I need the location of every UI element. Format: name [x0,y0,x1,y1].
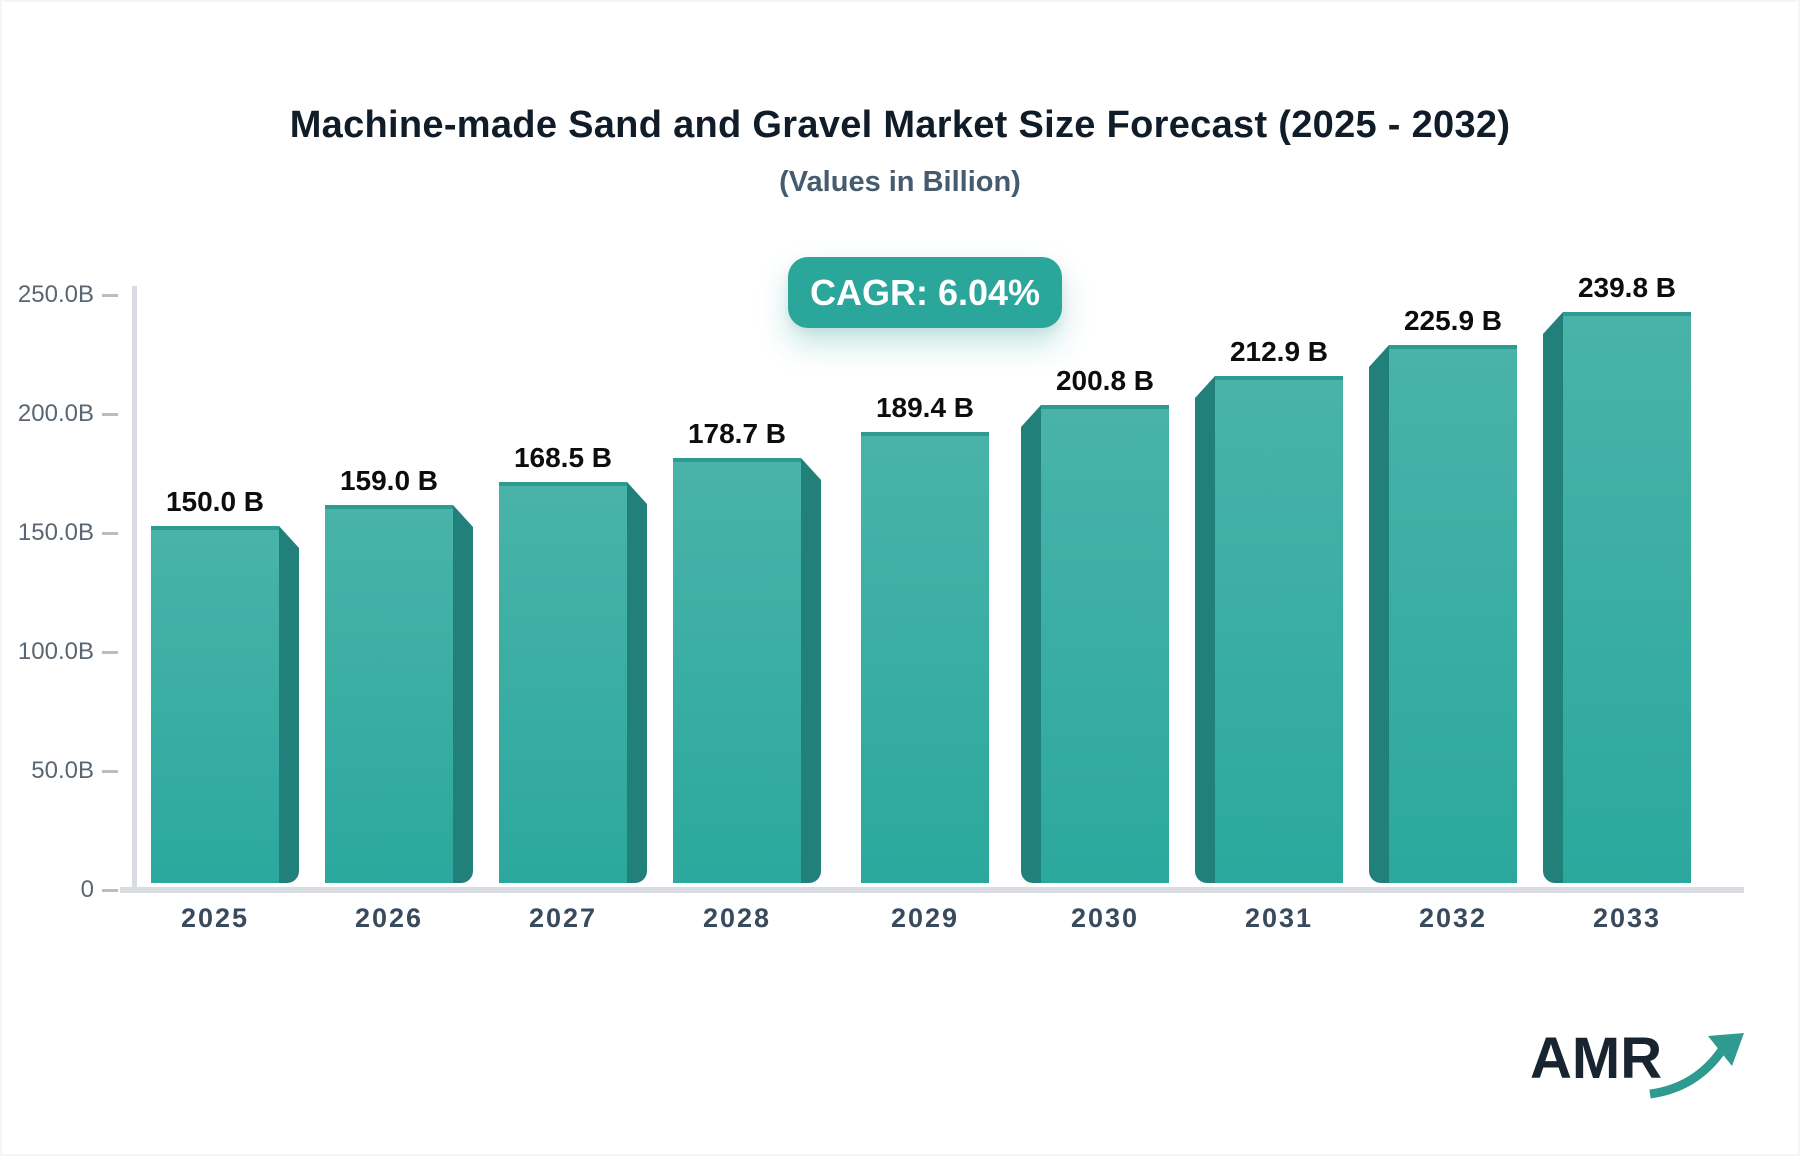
y-axis-tick-label: 250.0B [17,281,94,308]
bar-side-panel [453,505,473,883]
bar-2032: 225.9 B [1369,305,1517,883]
bar-side-panel [1021,405,1041,883]
bar-2033: 239.8 B [1543,272,1691,883]
bar-side-panel [1195,376,1215,883]
x-axis-label-2025: 2025 [180,903,250,933]
bar-face [673,458,801,883]
y-axis-tick-mark [102,294,118,297]
chart-title: Machine-made Sand and Gravel Market Size… [289,104,1511,146]
x-axis-label-2033: 2033 [1592,903,1662,933]
x-axis-label-2026: 2026 [354,903,424,933]
bar-value-label: 225.9 B [1403,305,1503,336]
bar-value-label: 150.0 B [165,486,265,517]
bar-value-label: 159.0 B [339,465,439,496]
bar-value-label: 178.7 B [687,418,787,449]
y-axis-tick-mark [102,413,118,416]
bar-face [499,482,627,883]
x-axis-label-2027: 2027 [528,903,598,933]
bar-face [151,526,279,883]
bar-value-label: 168.5 B [513,442,613,473]
brand-logo: AMR [1530,1030,1748,1102]
y-axis-tick-mark [102,651,118,654]
x-axis-label-2032: 2032 [1418,903,1488,933]
bar-value-label: 239.8 B [1577,272,1677,303]
bar-side-panel [279,526,299,883]
bar-2025: 150.0 B [151,486,299,883]
x-axis-label-2028: 2028 [702,903,772,933]
x-axis-line [120,887,1744,893]
bar-2028: 178.7 B [673,418,821,883]
bar-value-label: 200.8 B [1055,365,1155,396]
x-axis-label-2030: 2030 [1070,903,1140,933]
y-axis-tick-mark [102,532,118,535]
bar-2031: 212.9 B [1195,336,1343,883]
bar-face [325,505,453,883]
x-axis-label-2029: 2029 [890,903,960,933]
y-axis-tick-mark [102,889,118,892]
bar-side-panel [1543,312,1563,883]
y-axis-tick-label: 100.0B [17,638,94,665]
y-axis-tick-mark [102,770,118,773]
cagr-badge: CAGR: 6.04% [788,257,1062,328]
bar-value-label: 189.4 B [875,392,975,423]
bar-face [1215,376,1343,883]
bar-side-panel [627,482,647,883]
y-axis-tick-label: 150.0B [17,519,94,546]
x-axis-label-2031: 2031 [1244,903,1314,933]
bar-value-label: 212.9 B [1229,336,1329,367]
chart-subtitle: (Values in Billion) [779,166,1021,198]
bar-2029: 189.4 B [847,392,995,883]
bar-2030: 200.8 B [1021,365,1169,883]
bar-face [861,432,989,883]
y-axis-tick-label: 200.0B [17,400,94,427]
bar-side-panel [1369,345,1389,883]
y-axis-tick-label: 50.0B [31,757,94,784]
bar-face [1041,405,1169,883]
brand-logo-text: AMR [1530,1026,1663,1091]
bar-2027: 168.5 B [499,442,647,883]
y-axis-tick-label: 0 [80,876,94,903]
bar-2026: 159.0 B [325,465,473,883]
bar-side-panel [801,458,821,883]
bar-face [1389,345,1517,883]
y-axis-line [132,286,137,887]
bar-face [1563,312,1691,883]
growth-arrow-icon [1649,1033,1745,1099]
